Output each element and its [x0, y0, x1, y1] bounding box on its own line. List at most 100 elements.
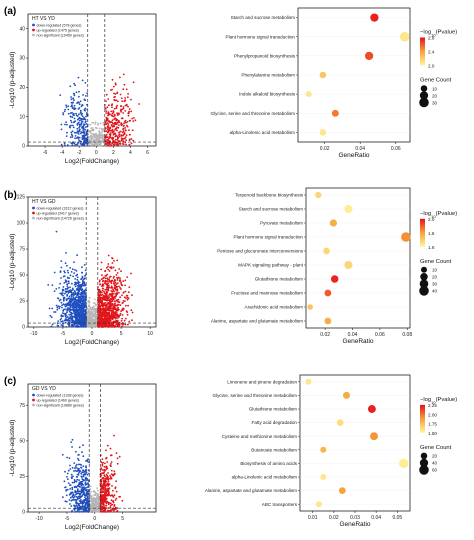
up-point: [103, 506, 105, 509]
up-point: [105, 489, 108, 492]
down-point: [83, 132, 86, 135]
size-tick-label: 40: [432, 461, 438, 466]
down-point: [76, 502, 79, 505]
down-point: [76, 463, 78, 466]
down-point: [61, 290, 64, 292]
up-point: [105, 314, 108, 317]
down-point: [77, 313, 79, 316]
down-point: [53, 311, 55, 313]
up-point: [116, 104, 118, 107]
up-point: [111, 125, 114, 128]
up-point: [128, 110, 131, 113]
up-point: [120, 134, 123, 137]
volcano-legend-title: GD VS YD: [32, 386, 56, 392]
down-point: [74, 312, 77, 314]
down-point: [78, 446, 81, 449]
down-point: [77, 280, 80, 283]
down-point: [83, 282, 85, 284]
down-point: [63, 480, 66, 483]
down-point: [76, 311, 79, 313]
up-point: [112, 137, 115, 140]
up-point: [102, 472, 104, 474]
x-tick-label: -5: [65, 516, 70, 522]
down-point: [83, 505, 86, 508]
down-point: [62, 310, 65, 312]
up-point: [102, 461, 104, 464]
down-point: [81, 501, 83, 503]
down-point: [67, 319, 70, 322]
down-point: [47, 284, 50, 286]
down-point: [65, 500, 68, 503]
up-point: [99, 472, 102, 475]
down-point: [50, 325, 53, 328]
ns-point: [95, 501, 98, 503]
up-point: [119, 76, 121, 79]
ns-point: [89, 488, 92, 490]
down-point: [82, 484, 85, 486]
down-point: [86, 459, 88, 462]
down-point: [81, 476, 83, 478]
up-point: [113, 260, 115, 262]
up-point: [116, 138, 119, 141]
up-point: [106, 500, 109, 503]
x-tick-label: 0.06: [375, 332, 385, 338]
down-point: [56, 306, 59, 309]
up-point: [109, 447, 112, 450]
term-dot: [401, 232, 411, 242]
down-point: [83, 315, 85, 317]
up-point: [113, 287, 116, 290]
down-point: [60, 320, 63, 323]
panel-letter: (b): [4, 190, 17, 201]
down-point: [86, 473, 89, 476]
up-point: [100, 308, 103, 311]
down-point: [61, 325, 64, 327]
up-point: [122, 292, 125, 294]
down-point: [81, 144, 84, 147]
down-point: [82, 465, 85, 467]
down-point: [75, 501, 77, 504]
down-point: [82, 284, 85, 287]
down-point: [68, 308, 71, 311]
ns-point: [88, 315, 90, 318]
down-point: [84, 128, 87, 131]
ns-point: [93, 138, 96, 141]
up-point: [102, 500, 104, 502]
ns-point: [96, 135, 99, 138]
color-tick-label: 2.0: [428, 217, 435, 222]
term-label: Pentose and glucuronate interconversions: [217, 249, 304, 254]
x-axis-label: Log2(FoldChange): [65, 339, 119, 346]
down-point: [79, 142, 82, 145]
down-point: [60, 266, 63, 269]
term-label: Limonene and pinene degradation: [227, 379, 297, 384]
up-point: [102, 487, 105, 489]
legend-swatch: [32, 393, 35, 397]
ns-point: [101, 139, 103, 142]
down-point: [75, 510, 78, 513]
down-point: [78, 95, 80, 98]
down-point: [59, 94, 62, 96]
term-dot: [336, 419, 344, 426]
legend-entry: non-significant (19450 genes): [37, 34, 84, 38]
down-point: [70, 325, 73, 327]
up-point: [99, 283, 101, 286]
up-point: [109, 275, 112, 278]
down-point: [66, 123, 68, 126]
size-swatch: [419, 465, 429, 475]
up-point: [116, 144, 119, 147]
down-point: [56, 308, 59, 311]
term-label: Fatty acid degradation: [252, 420, 298, 425]
y-tick-label: 75: [19, 247, 25, 253]
up-point: [110, 461, 113, 463]
ns-point: [98, 133, 101, 135]
up-point: [124, 119, 127, 122]
ns-point: [99, 127, 101, 130]
down-point: [82, 320, 85, 323]
up-point: [123, 132, 126, 134]
up-point: [116, 112, 119, 115]
up-point: [109, 129, 112, 132]
down-point: [84, 323, 87, 326]
up-point: [111, 503, 114, 506]
up-point: [126, 296, 129, 299]
up-point: [110, 144, 113, 147]
